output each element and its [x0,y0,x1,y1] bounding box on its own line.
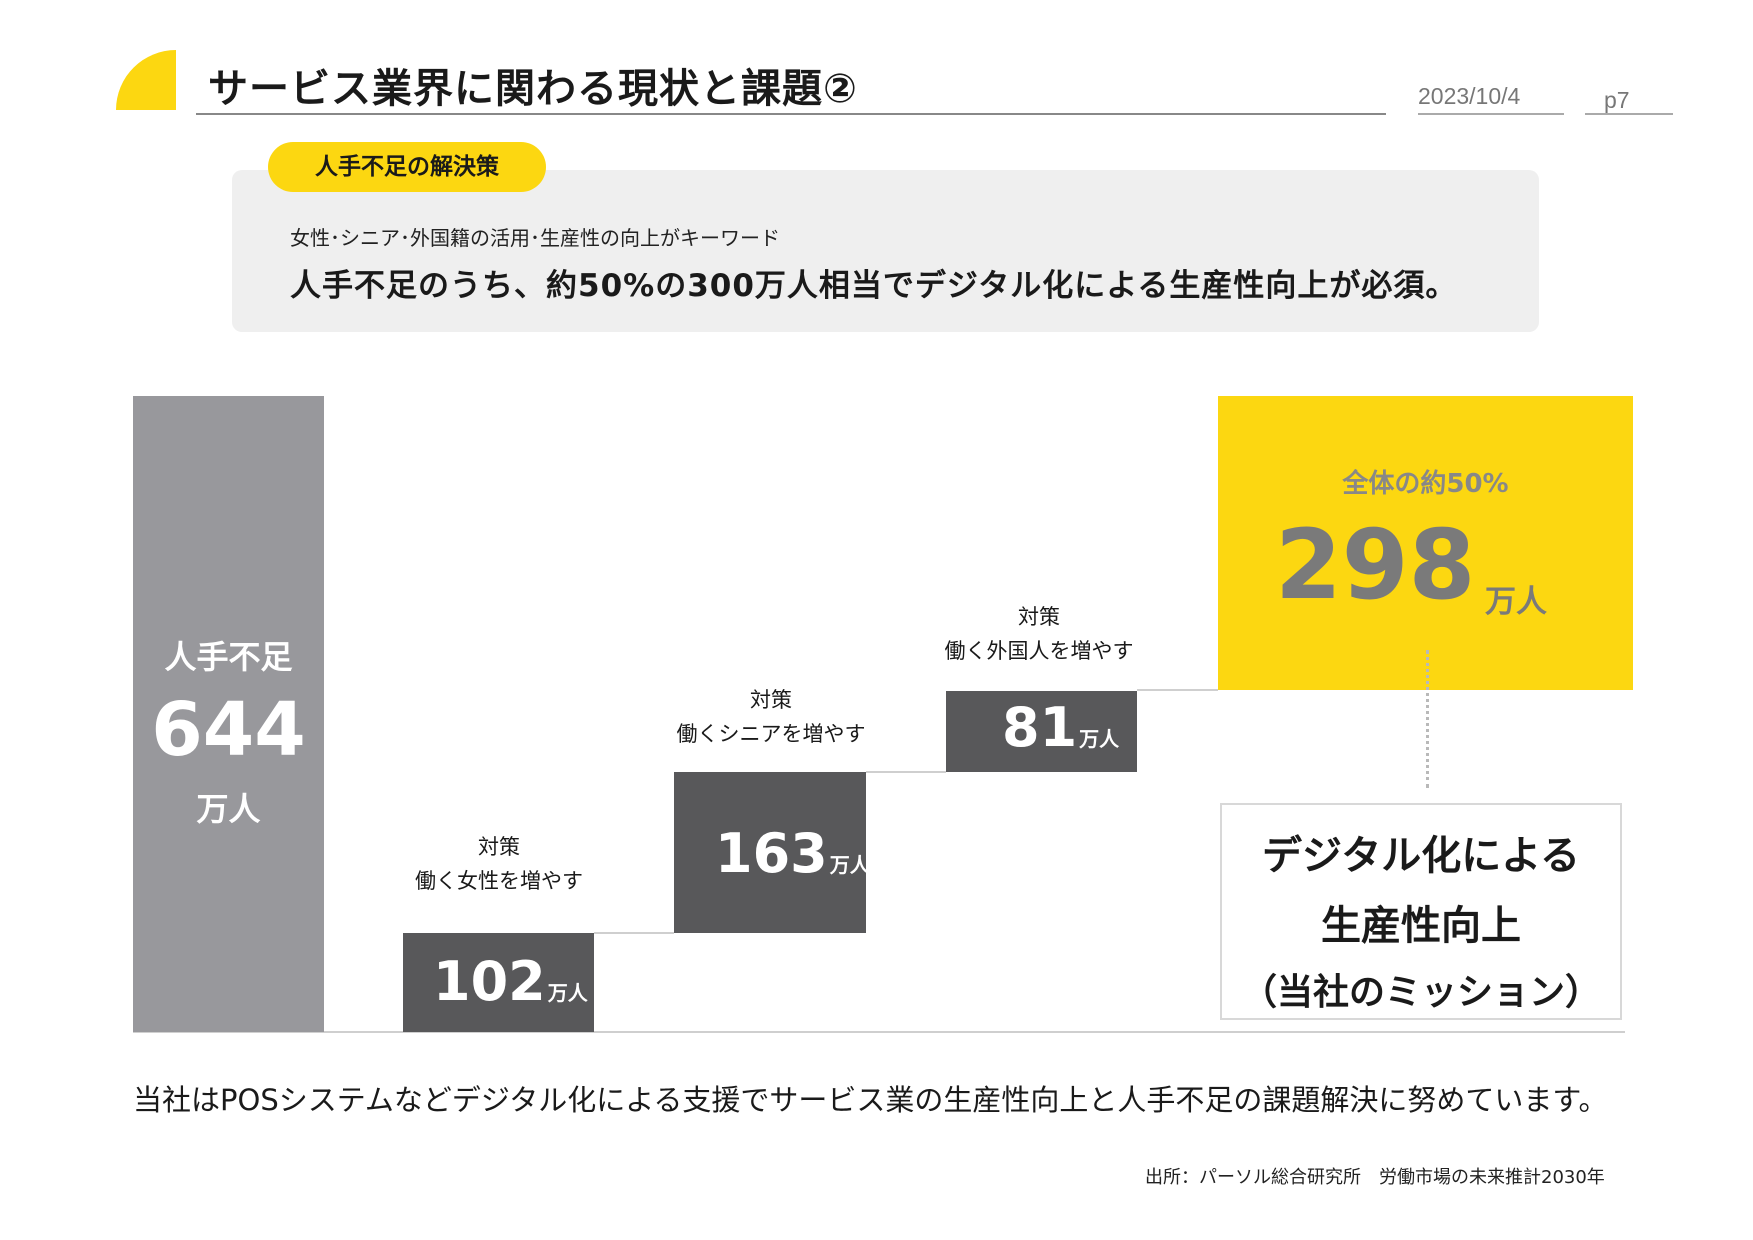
total-shortage-bar [133,396,324,1032]
page-title: サービス業界に関わる現状と課題② [208,66,858,112]
footer-statement: 当社はPOSシステムなどデジタル化による支援でサービス業の生産性向上と人手不足の… [133,1083,1608,1117]
step-label-women: 対策 働く女性を増やす [368,830,630,898]
step-connector [594,932,674,934]
step-value-foreigners: 81 万人 [1002,696,1119,759]
summary-box [232,170,1539,332]
step-prefix: 対策 [750,688,792,712]
date-divider [1418,113,1564,115]
step-value-unit: 万人 [1079,727,1120,751]
dotted-connector [1426,650,1429,788]
step-value-number: 81 [1002,696,1078,759]
summary-headline: 人手不足のうち、約50%の300万人相当でデジタル化による生産性向上が必須。 [290,268,1458,304]
step-connector [866,771,946,773]
highlight-caption: 全体の約50% [1342,469,1509,499]
mission-box [1220,803,1622,1020]
source-citation: 出所：パーソル総合研究所 労働市場の未来推計2030年 [1145,1167,1605,1188]
mission-line-2: 生産性向上 [1321,903,1521,949]
step-prefix: 対策 [1018,605,1060,629]
highlight-unit: 万人 [1485,584,1547,620]
step-value-unit: 万人 [547,981,588,1005]
step-name: 働く女性を増やす [415,869,583,893]
step-bar-foreigners [946,691,1137,772]
digital-productivity-bar [1218,396,1633,690]
step-label-foreigners: 対策 働く外国人を増やす [908,600,1170,668]
step-bar-women [403,933,594,1032]
step-name: 働くシニアを増やす [676,722,866,746]
step-value-number: 102 [433,950,546,1013]
step-value-unit: 万人 [829,853,870,877]
brand-logo-icon [116,50,176,110]
step-value-seniors: 163 万人 [715,822,870,885]
step-prefix: 対策 [478,835,520,859]
title-divider [196,113,1386,115]
step-value-women: 102 万人 [433,950,588,1013]
step-label-seniors: 対策 働くシニアを増やす [640,683,902,751]
highlight-value: 298 [1275,509,1476,621]
total-bar-value: 644 [151,687,306,773]
chart-baseline [133,1031,1625,1033]
step-name: 働く外国人を増やす [944,639,1134,663]
mission-line-3: （当社のミッション） [1240,972,1601,1013]
total-bar-label: 人手不足 [164,638,293,676]
step-bar-seniors [674,772,866,933]
total-bar-unit: 万人 [196,790,261,828]
step-value-number: 163 [715,822,828,885]
mission-line-1: デジタル化による [1262,833,1580,879]
step-connector [1137,689,1218,691]
date-label: 2023/10/4 [1418,83,1521,109]
keywords-text: 女性･シニア･外国籍の活用･生産性の向上がキーワード [290,226,780,250]
page-divider [1585,113,1673,115]
solution-tag: 人手不足の解決策 [268,142,546,192]
page-number: p7 [1604,87,1630,113]
